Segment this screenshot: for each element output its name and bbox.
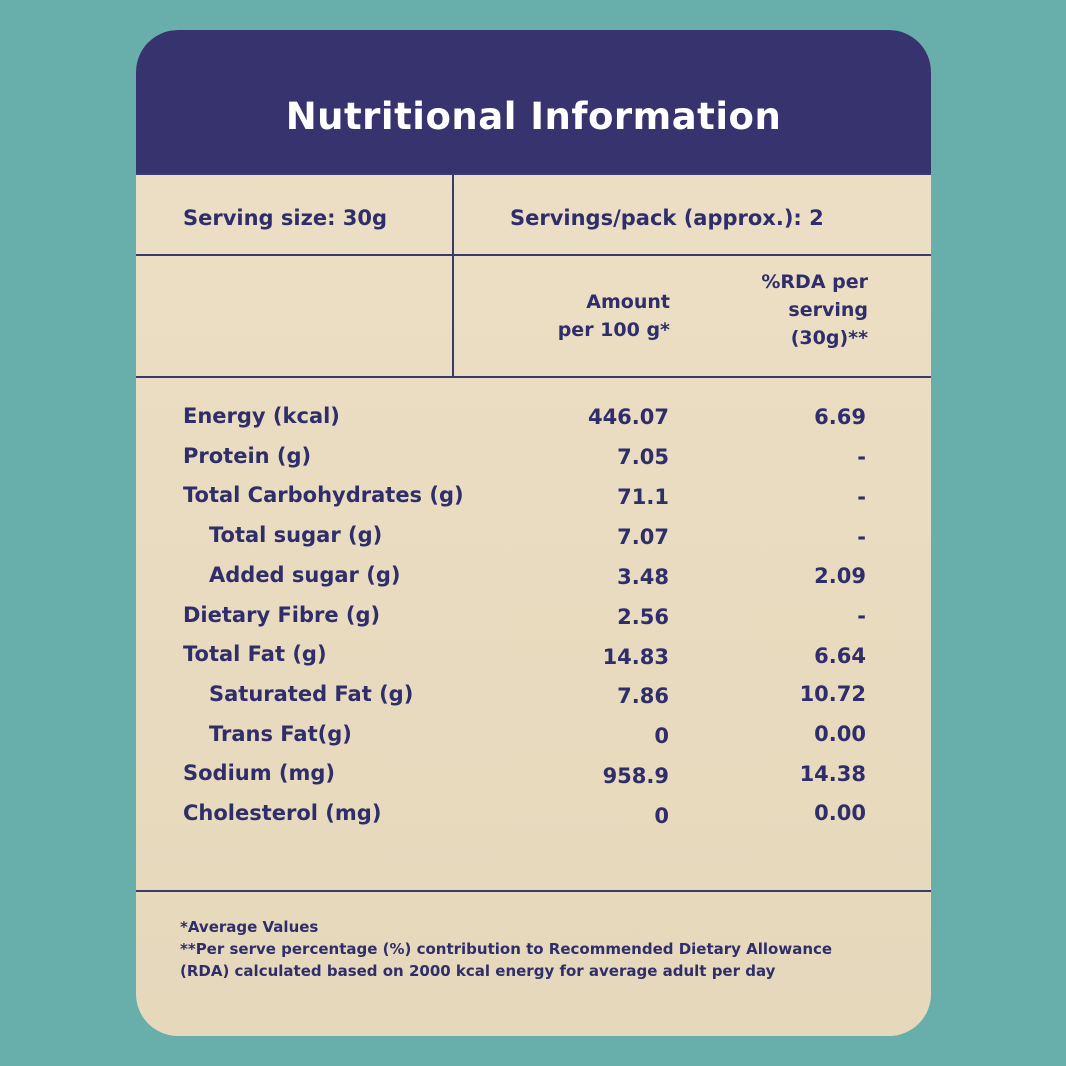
footnotes: *Average Values **Per serve percentage (… <box>180 916 832 982</box>
nutrient-label: Protein (g) <box>183 444 312 468</box>
nutrient-amount: 958.9 <box>602 764 669 788</box>
nutrition-panel: Nutritional Information Serving size: 30… <box>136 30 931 1036</box>
amount-column-header: Amount per 100 g* <box>558 288 670 344</box>
footnote-line: **Per serve percentage (%) contribution … <box>180 940 833 958</box>
footnote-line: (RDA) calculated based on 2000 kcal ener… <box>180 962 776 980</box>
divider-line <box>136 254 931 256</box>
nutrient-rda: 10.72 <box>799 682 866 706</box>
nutrient-amount: 7.86 <box>617 684 669 708</box>
serving-size: Serving size: 30g <box>183 206 388 230</box>
nutrient-rda: 6.64 <box>814 644 866 668</box>
nutrient-label: Energy (kcal) <box>183 404 340 428</box>
footnote-line: *Average Values <box>180 918 319 936</box>
column-divider <box>452 173 454 377</box>
nutrient-rda: 6.69 <box>814 405 866 429</box>
rda-column-header: %RDA per serving (30g)** <box>761 268 868 352</box>
nutrient-rda: 2.09 <box>814 564 866 588</box>
nutrient-label: Added sugar (g) <box>209 563 401 587</box>
header-band: Nutritional Information <box>136 30 931 173</box>
header-line: (30g)** <box>790 327 868 349</box>
nutrient-rda: - <box>857 604 866 628</box>
nutrient-rda: - <box>857 485 866 509</box>
nutrient-rda: 0.00 <box>814 722 866 746</box>
nutrient-amount: 3.48 <box>617 565 669 589</box>
divider-line <box>136 173 931 175</box>
nutrient-label: Total Fat (g) <box>183 642 327 666</box>
nutrient-amount: 14.83 <box>602 645 669 669</box>
nutrient-amount: 7.07 <box>617 525 669 549</box>
panel-title: Nutritional Information <box>285 95 782 138</box>
nutrient-rda: 14.38 <box>799 762 866 786</box>
header-line: serving <box>788 299 868 321</box>
nutrient-amount: 71.1 <box>617 485 669 509</box>
nutrient-label: Total sugar (g) <box>209 523 383 547</box>
nutrient-rda: 0.00 <box>814 801 866 825</box>
nutrient-label: Trans Fat(g) <box>209 722 352 746</box>
header-line: Amount <box>586 291 670 313</box>
servings-per-pack: Servings/pack (approx.): 2 <box>510 206 824 230</box>
divider-line <box>136 376 931 378</box>
divider-line <box>136 890 931 892</box>
nutrient-amount: 7.05 <box>617 445 669 469</box>
nutrient-amount: 0 <box>654 724 669 748</box>
nutrient-label: Sodium (mg) <box>183 761 336 785</box>
nutrient-amount: 0 <box>654 804 669 828</box>
header-line: per 100 g* <box>557 319 670 341</box>
nutrient-label: Saturated Fat (g) <box>209 682 414 706</box>
nutrient-label: Dietary Fibre (g) <box>183 603 381 627</box>
nutrient-rda: - <box>857 445 866 469</box>
nutrient-label: Total Carbohydrates (g) <box>183 483 464 507</box>
header-line: %RDA per <box>761 271 868 293</box>
nutrient-label: Cholesterol (mg) <box>183 801 382 825</box>
nutrient-rda: - <box>857 525 866 549</box>
nutrient-amount: 2.56 <box>617 605 669 629</box>
nutrient-amount: 446.07 <box>587 405 669 429</box>
